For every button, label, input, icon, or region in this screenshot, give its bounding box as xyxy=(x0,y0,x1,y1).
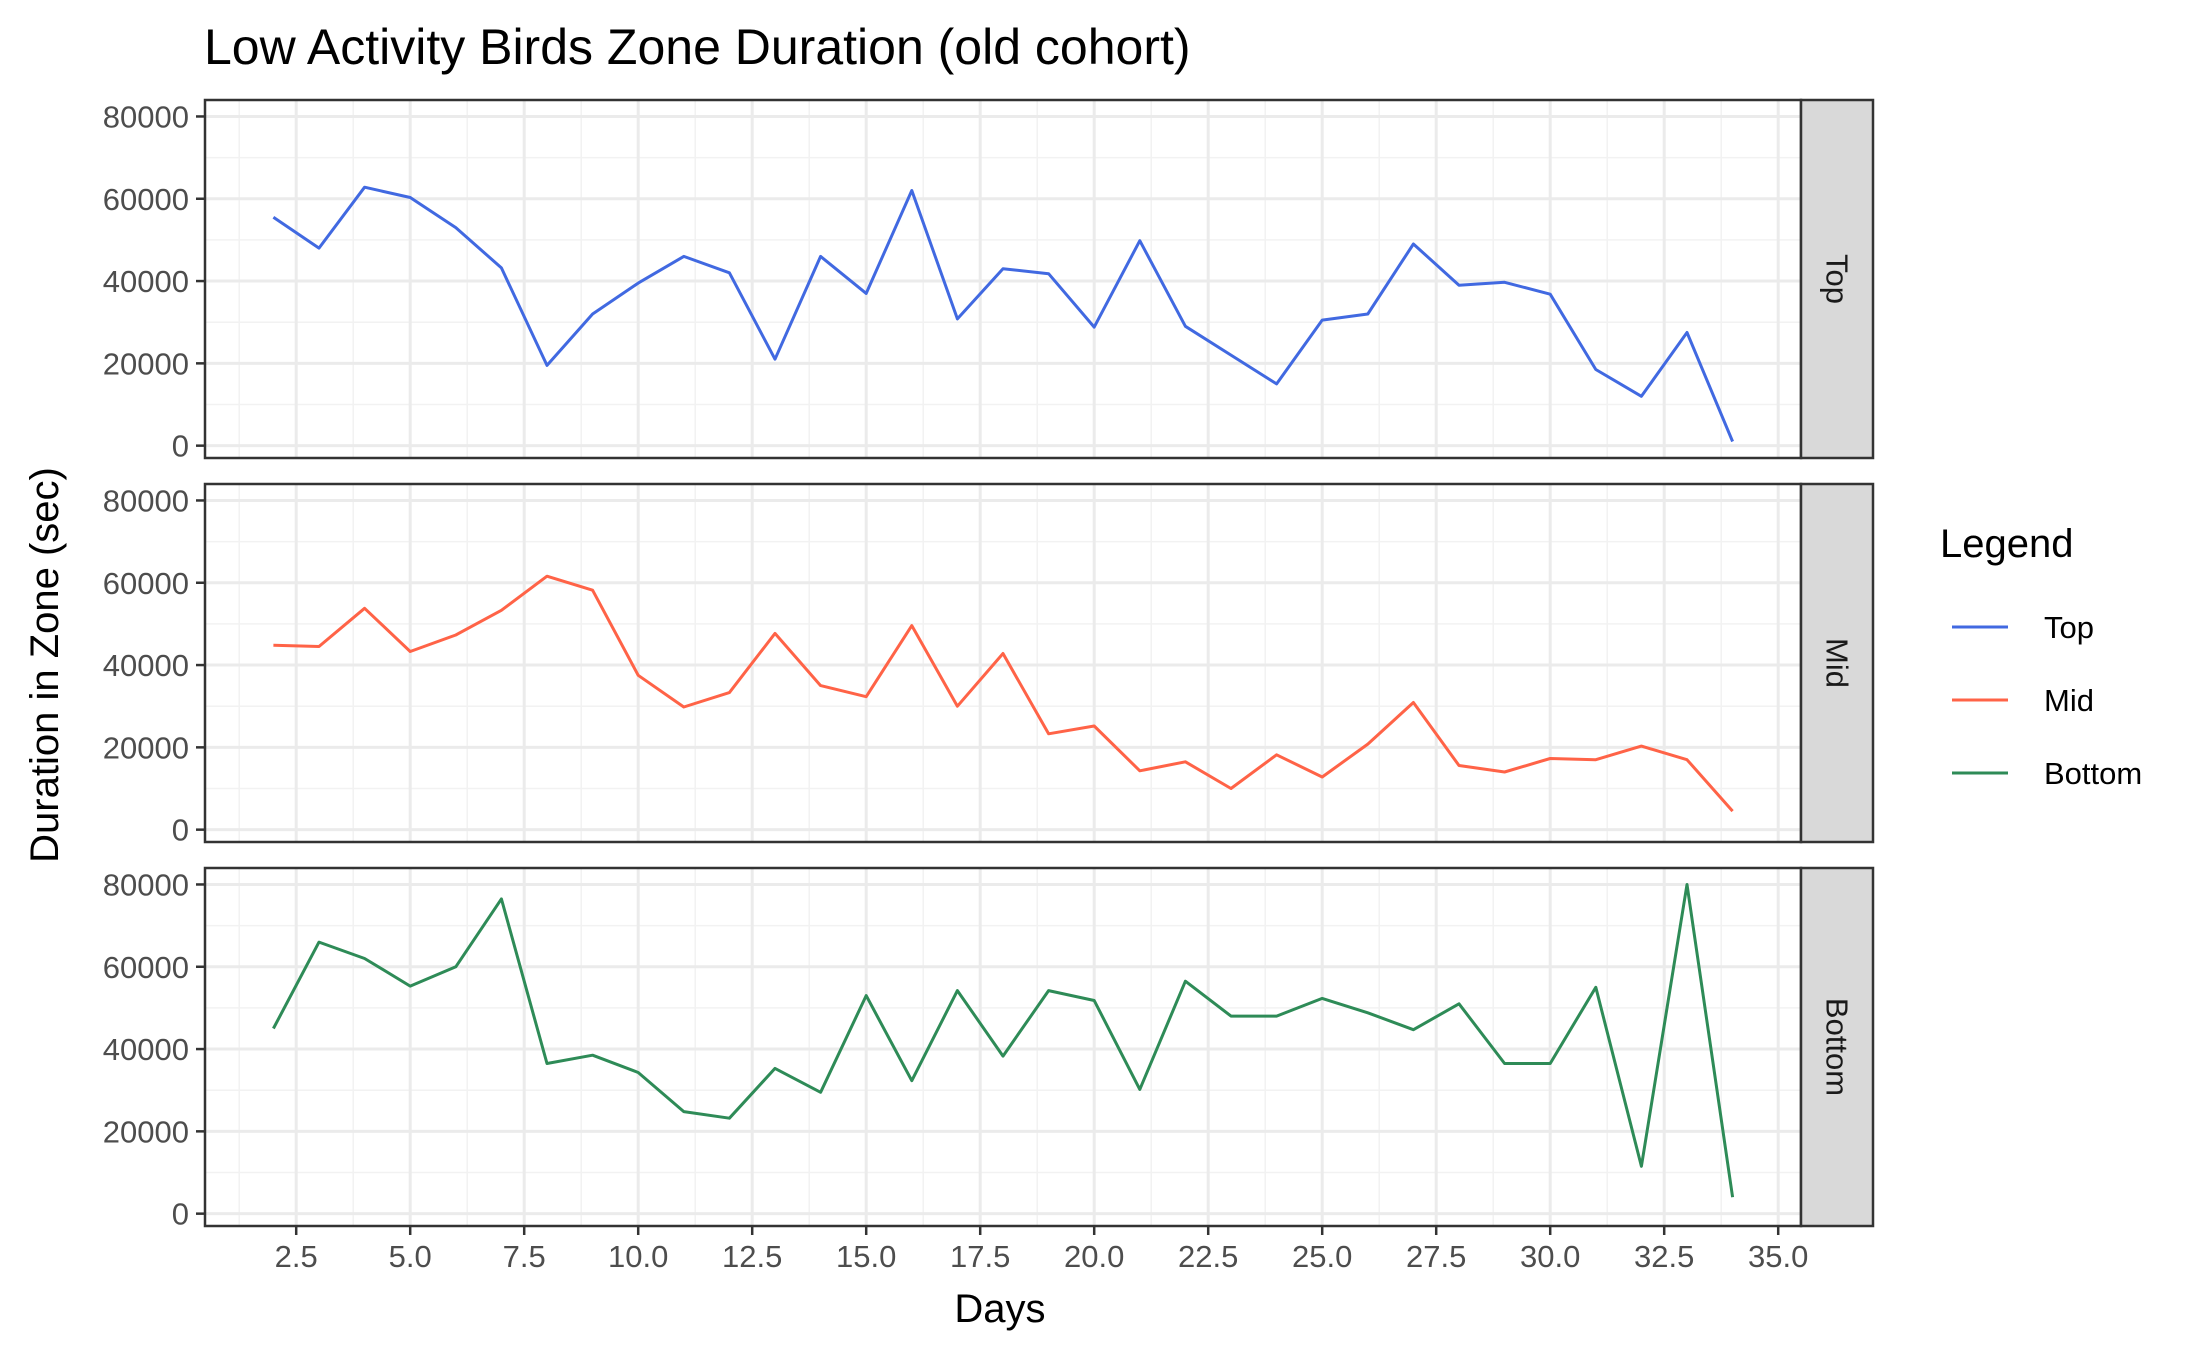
x-tick-label: 25.0 xyxy=(1292,1239,1352,1274)
facet-strip xyxy=(1799,98,1875,460)
y-tick-label: 20000 xyxy=(103,346,189,381)
facet-panel-bottom: 0 20000 40000 60000 80000 Bottom xyxy=(103,866,1875,1232)
y-tick-label: 60000 xyxy=(103,182,189,217)
facet-strip-label: Bottom xyxy=(1820,998,1855,1096)
series-line-bottom xyxy=(272,883,1735,1198)
chart-title: Low Activity Birds Zone Duration (old co… xyxy=(204,19,1191,75)
y-tick-label: 20000 xyxy=(103,1114,189,1149)
x-tick-label: 7.5 xyxy=(503,1239,546,1274)
y-axis-title: Duration in Zone (sec) xyxy=(23,467,67,863)
legend-item-mid: Mid xyxy=(1952,683,2094,718)
y-tick-label: 60000 xyxy=(103,566,189,601)
facet-strip-label: Top xyxy=(1820,254,1855,304)
x-tick-label: 35.0 xyxy=(1748,1239,1808,1274)
x-tick-label: 12.5 xyxy=(722,1239,782,1274)
legend-label: Mid xyxy=(2044,683,2094,718)
facet-strip xyxy=(1799,866,1875,1228)
panel-background xyxy=(205,100,1801,458)
legend-item-bottom: Bottom xyxy=(1952,756,2142,791)
y-tick-label: 0 xyxy=(172,1197,189,1232)
x-tick-label: 2.5 xyxy=(275,1239,318,1274)
series-line-top xyxy=(272,185,1734,443)
legend-label: Bottom xyxy=(2044,756,2142,791)
y-tick-label: 80000 xyxy=(103,867,189,902)
y-tick-label: 80000 xyxy=(103,99,189,134)
x-tick-label: 27.5 xyxy=(1406,1239,1466,1274)
legend-title: Legend xyxy=(1940,522,2073,566)
x-tick-label: 32.5 xyxy=(1634,1239,1694,1274)
x-axis-title: Days xyxy=(954,1287,1045,1331)
y-tick-label: 20000 xyxy=(103,730,189,765)
facet-panel-top: 0 20000 40000 60000 80000 Top xyxy=(103,98,1875,464)
y-tick-label: 60000 xyxy=(103,950,189,985)
legend-item-top: Top xyxy=(1952,610,2094,645)
facet-panels: 0 20000 40000 60000 80000 Top 0 20000 40000 60000… xyxy=(103,98,1875,1232)
series-line-mid xyxy=(273,574,1734,813)
x-tick-label: 5.0 xyxy=(389,1239,432,1274)
x-tick-label: 10.0 xyxy=(608,1239,668,1274)
y-tick-label: 40000 xyxy=(103,1032,189,1067)
y-tick-label: 40000 xyxy=(103,648,189,683)
y-tick-label: 0 xyxy=(172,429,189,464)
facet-strip xyxy=(1799,482,1875,844)
x-axis: 2.5 5.0 7.5 10.0 12.5 15.0 17.5 20.0 22.5 25.0 27.… xyxy=(275,1226,1808,1274)
y-tick-label: 40000 xyxy=(103,264,189,299)
x-tick-label: 22.5 xyxy=(1178,1239,1238,1274)
y-tick-label: 80000 xyxy=(103,483,189,518)
legend-label: Top xyxy=(2044,610,2094,645)
facet-strip-label: Mid xyxy=(1820,638,1855,688)
x-tick-label: 15.0 xyxy=(836,1239,896,1274)
panel-background xyxy=(205,484,1801,842)
x-tick-label: 30.0 xyxy=(1520,1239,1580,1274)
facet-panel-mid: 0 20000 40000 60000 80000 Mid xyxy=(103,482,1875,848)
x-tick-label: 20.0 xyxy=(1064,1239,1124,1274)
x-tick-label: 17.5 xyxy=(950,1239,1010,1274)
legend: Legend Top Mid Bottom xyxy=(1940,522,2142,791)
panel-background xyxy=(205,868,1801,1226)
y-tick-label: 0 xyxy=(172,813,189,848)
